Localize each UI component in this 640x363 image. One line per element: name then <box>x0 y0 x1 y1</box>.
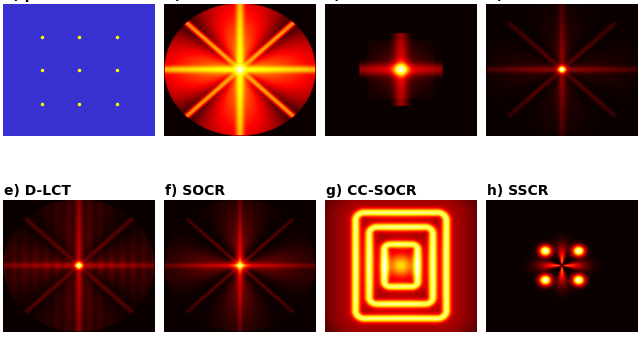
Text: c) F-K: c) F-K <box>326 0 371 2</box>
Text: b) LOG-BP: b) LOG-BP <box>165 0 244 2</box>
Text: d) LCT: d) LCT <box>487 0 537 2</box>
Text: h) SSCR: h) SSCR <box>487 184 548 198</box>
Text: g) CC-SOCR: g) CC-SOCR <box>326 184 417 198</box>
Text: e) D-LCT: e) D-LCT <box>4 184 72 198</box>
Text: f) SOCR: f) SOCR <box>165 184 225 198</box>
Text: a) pattern: a) pattern <box>4 0 84 2</box>
